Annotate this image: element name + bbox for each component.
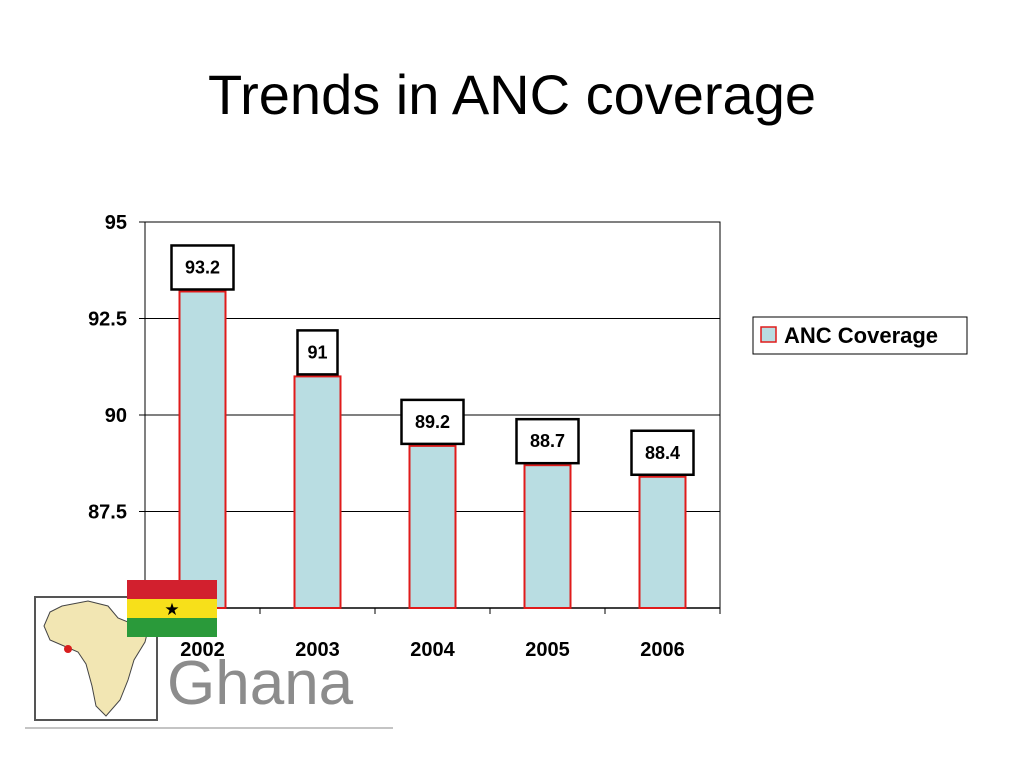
ghana-flag-icon: ★ [127, 580, 217, 637]
y-tick-label: 92.5 [88, 309, 127, 331]
x-tick-label: 2004 [410, 639, 455, 661]
y-tick-label: 95 [105, 212, 127, 234]
bar [293, 375, 342, 609]
y-tick-label: 87.5 [88, 502, 127, 524]
ghana-wordmark: Ghana [167, 649, 354, 718]
bar [178, 290, 227, 609]
x-tick-label: 2003 [295, 639, 340, 661]
bar [523, 464, 572, 609]
chart-legend: ANC Coverage [752, 316, 968, 355]
africa-map-icon [43, 600, 149, 717]
bar [638, 475, 687, 610]
ghana-location-marker [64, 645, 72, 653]
data-label-box [630, 429, 695, 477]
legend-swatch [760, 326, 777, 343]
data-label: 88.4 [645, 443, 680, 463]
data-label: 93.2 [185, 257, 220, 277]
bar [408, 444, 457, 609]
legend-box [752, 316, 968, 355]
svg-text:★: ★ [164, 600, 179, 620]
legend-label: ANC Coverage [784, 323, 938, 348]
x-tick-label: 2006 [640, 639, 685, 661]
data-label-box [296, 329, 339, 376]
data-label-box [515, 417, 580, 465]
x-tick-label: 2002 [180, 639, 225, 661]
slide-title: Trends in ANC coverage [208, 63, 816, 126]
plot-area: 8587.59092.59593.2200291200389.2200488.7… [88, 212, 721, 661]
ghana-logo: ★ Ghana [25, 580, 393, 729]
x-tick-label: 2005 [525, 639, 570, 661]
data-label: 89.2 [415, 412, 450, 432]
data-label-box [400, 398, 465, 446]
data-label-box [170, 244, 235, 291]
y-tick-label: 90 [105, 405, 127, 427]
data-label: 91 [307, 342, 327, 362]
data-label: 88.7 [530, 431, 565, 451]
